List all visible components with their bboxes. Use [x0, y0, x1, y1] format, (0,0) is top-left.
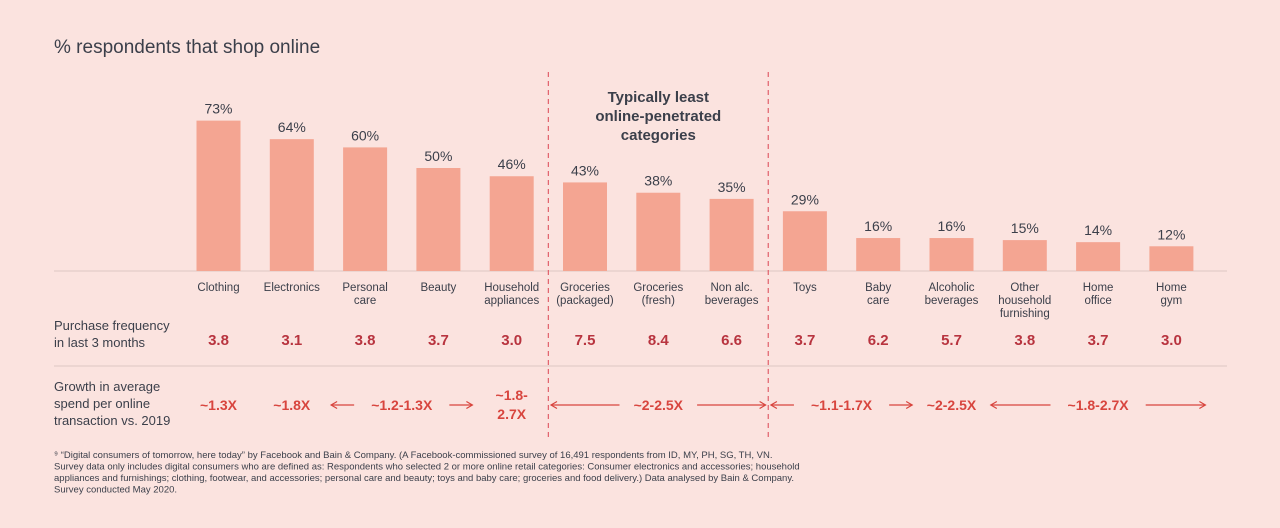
frequency-value: 3.0 [501, 332, 522, 349]
bar [269, 139, 314, 271]
category-label: Beauty [420, 282, 456, 294]
category-label: Home gym [1156, 282, 1187, 307]
data-label: 46% [498, 156, 526, 172]
arrowhead-right [905, 400, 914, 410]
frequency-value: 3.8 [1014, 332, 1035, 349]
footnote-line: Survey conducted May 2020. [54, 485, 177, 496]
data-label: 35% [718, 179, 746, 195]
bar [782, 211, 827, 271]
bar [1002, 240, 1047, 271]
frequency-value: 3.7 [1088, 332, 1109, 349]
data-label: 15% [1011, 220, 1039, 236]
frequency-value: 3.1 [281, 332, 302, 349]
arrowhead-left [989, 400, 998, 410]
category-label: Other household furnishing [998, 282, 1051, 320]
category-label: Personal care [342, 282, 387, 307]
footnote-line: Survey data only includes digital consum… [54, 462, 800, 473]
arrowhead-right [1199, 400, 1207, 410]
bar [709, 198, 754, 271]
data-label: 16% [937, 218, 965, 234]
frequency-value: 3.0 [1161, 332, 1182, 349]
data-label: 29% [791, 191, 819, 207]
frequency-value: 6.2 [868, 332, 889, 349]
callout-text: categories [621, 127, 696, 144]
growth-value: ~2-2.5X [634, 397, 684, 413]
data-label: 64% [278, 119, 306, 135]
category-label: Groceries (fresh) [633, 282, 683, 307]
data-label: 16% [864, 218, 892, 234]
growth-row-label: Growth in average spend per online transac… [54, 379, 170, 428]
footnote: ⁹ “Digital consumers of tomorrow, here t… [54, 450, 800, 496]
frequency-value: 3.8 [208, 332, 229, 349]
bar [563, 182, 607, 271]
arrowhead-left [329, 400, 338, 410]
frequency-value: 3.7 [428, 332, 449, 349]
growth-value: ~1.8-2.7X [1068, 397, 1130, 413]
growth-value: ~1.8X [273, 397, 311, 413]
arrowhead-right [759, 400, 767, 410]
category-label: Household appliances [484, 282, 539, 307]
frequency-value: 3.7 [794, 332, 815, 349]
callout-text: Typically least [608, 89, 709, 106]
data-label: 38% [644, 173, 672, 189]
bar [416, 168, 461, 271]
frequency-value: 8.4 [648, 332, 670, 349]
frequency-row-label: Purchase frequency in last 3 months [54, 318, 170, 350]
arrowhead-left [549, 400, 558, 410]
growth-value: ~1.8-2.7X [496, 387, 529, 422]
bar [1149, 246, 1194, 271]
bars-layer [196, 120, 1194, 272]
footnote-line: ⁹ “Digital consumers of tomorrow, here t… [54, 450, 772, 461]
frequency-value: 3.8 [355, 332, 376, 349]
data-label: 73% [204, 101, 232, 117]
rows-layer: 3.8 3.1 3.8 3.7 3.0 7.5 8.4 6.6 3.7 6.2 5.7 3.8 3.7 3… [54, 318, 1207, 428]
growth-value: ~1.2-1.3X [371, 397, 433, 413]
footnote-line: appliances and furnishings; clothing, fo… [54, 473, 794, 484]
data-label: 50% [424, 148, 452, 164]
category-label: Alcoholic beverages [925, 282, 979, 307]
chart-title: % respondents that shop online [54, 37, 320, 58]
data-label: 12% [1157, 226, 1185, 242]
frequency-value: 7.5 [575, 332, 596, 349]
labels-layer: Typically least online-penetrated categori… [197, 89, 1186, 320]
data-label: 43% [571, 162, 599, 178]
category-label: Home office [1083, 282, 1114, 307]
frequency-value: 5.7 [941, 332, 962, 349]
bar [489, 176, 534, 271]
arrowhead-right [466, 400, 474, 410]
category-label: Groceries (packaged) [556, 282, 614, 307]
bar [196, 120, 241, 272]
bar [343, 147, 388, 271]
bar [929, 238, 974, 271]
bar [856, 238, 901, 271]
category-label: Baby care [865, 282, 891, 307]
growth-value: ~1.1-1.7X [811, 397, 873, 413]
callout-text: online-penetrated [595, 108, 721, 125]
data-label: 60% [351, 127, 379, 143]
category-label: Toys [793, 282, 817, 294]
frequency-value: 6.6 [721, 332, 742, 349]
data-label: 14% [1084, 222, 1112, 238]
growth-value: ~2-2.5X [927, 397, 977, 413]
arrowhead-left [769, 400, 778, 410]
category-label: Non alc. beverages [705, 282, 759, 307]
bar [636, 192, 681, 271]
category-label: Clothing [197, 282, 239, 294]
category-label: Electronics [264, 282, 320, 294]
growth-value: ~1.3X [200, 397, 238, 413]
bar [1076, 242, 1121, 271]
